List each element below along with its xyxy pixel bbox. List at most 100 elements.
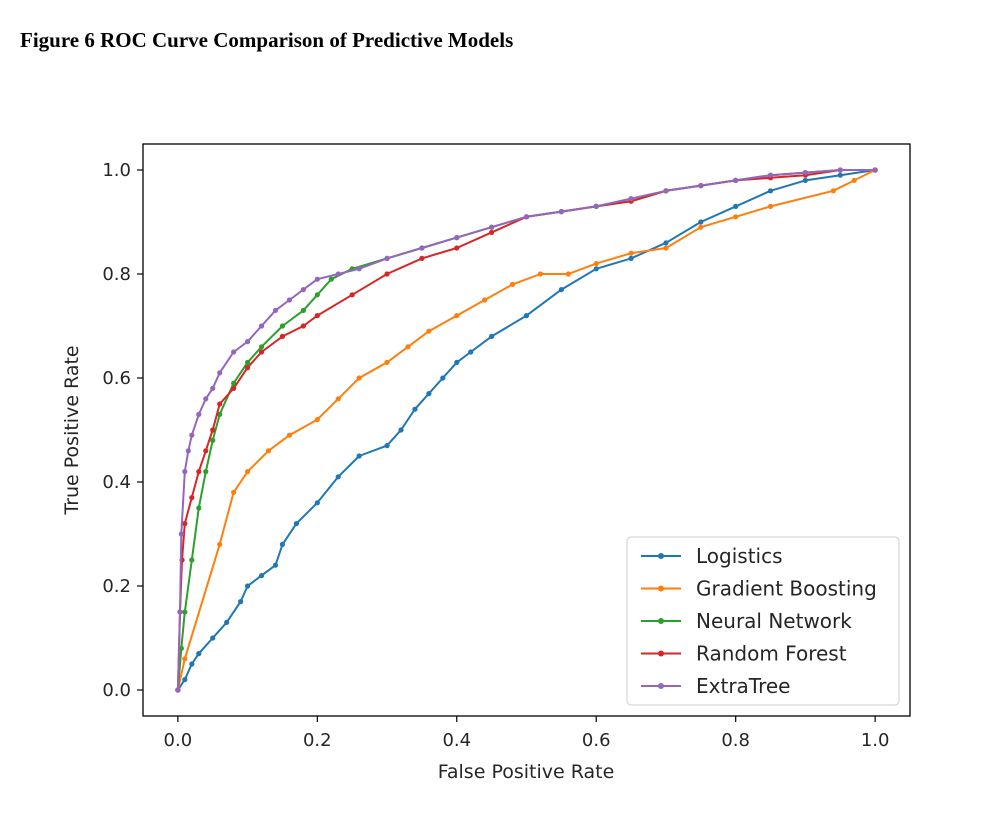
- data-point-logistics: [335, 474, 341, 480]
- data-point-extratree: [210, 385, 216, 391]
- data-point-logistics: [224, 619, 230, 626]
- data-point-gradient-boosting: [265, 448, 272, 454]
- data-point-logistics: [314, 500, 320, 506]
- data-point-logistics: [468, 349, 474, 355]
- data-point-extratree: [178, 531, 184, 537]
- data-point-logistics: [454, 359, 460, 365]
- data-point-gradient-boosting: [454, 313, 460, 319]
- data-point-logistics: [210, 635, 216, 641]
- legend-item-random-forest: Random Forest: [641, 642, 847, 666]
- legend-swatch-marker: [658, 650, 664, 657]
- y-axis-label: True Positive Rate: [61, 345, 83, 515]
- data-point-extratree: [767, 172, 774, 178]
- legend-label: Random Forest: [696, 642, 847, 666]
- data-point-extratree: [558, 209, 564, 215]
- data-point-logistics: [663, 240, 669, 246]
- data-point-neural-network: [279, 323, 286, 329]
- data-point-logistics: [412, 406, 418, 412]
- data-point-extratree: [286, 297, 293, 303]
- data-point-logistics: [593, 266, 599, 272]
- data-point-extratree: [837, 167, 843, 173]
- data-point-logistics: [426, 391, 432, 397]
- data-point-extratree: [384, 255, 390, 261]
- y-axis-ticks: 0.0 0.2 0.4 0.6 0.8 1.0: [102, 160, 143, 701]
- data-point-logistics: [733, 203, 739, 209]
- data-point-extratree: [523, 214, 530, 220]
- data-point-random-forest: [217, 401, 223, 407]
- data-point-neural-network: [314, 292, 320, 298]
- x-tick-label: 0.6: [582, 730, 611, 751]
- data-point-extratree: [454, 235, 460, 241]
- data-point-logistics: [244, 583, 251, 589]
- data-point-gradient-boosting: [593, 261, 599, 267]
- data-point-extratree: [203, 396, 209, 402]
- data-point-logistics: [182, 677, 188, 683]
- data-point-extratree: [802, 170, 809, 176]
- legend-label: Neural Network: [696, 609, 852, 633]
- data-point-gradient-boosting: [509, 281, 516, 287]
- data-point-extratree: [189, 432, 195, 438]
- legend-label: ExtraTree: [696, 674, 790, 698]
- data-point-logistics: [196, 651, 202, 657]
- legend-item-gradient-boosting: Gradient Boosting: [641, 577, 877, 601]
- data-point-neural-network: [203, 469, 209, 475]
- data-point-extratree: [177, 609, 183, 615]
- data-point-random-forest: [231, 385, 237, 391]
- series-extratree: [175, 167, 878, 693]
- legend-box: [626, 536, 900, 706]
- data-point-random-forest: [258, 349, 265, 355]
- legend-items: Logistics Gradient Boosting Neural Network…: [641, 544, 877, 698]
- data-point-neural-network: [300, 307, 306, 313]
- data-point-extratree: [698, 183, 704, 189]
- legend: Logistics Gradient Boosting Neural Network…: [626, 536, 900, 706]
- x-axis-label: False Positive Rate: [438, 761, 615, 783]
- x-tick-label: 0.8: [721, 730, 750, 751]
- data-point-gradient-boosting: [482, 297, 488, 303]
- data-point-neural-network: [231, 380, 237, 386]
- legend-item-neural-network: Neural Network: [641, 609, 852, 633]
- data-point-neural-network: [258, 344, 265, 350]
- data-point-neural-network: [189, 557, 195, 563]
- data-point-gradient-boosting: [384, 359, 390, 365]
- legend-swatch-marker: [658, 683, 664, 689]
- y-tick-label: 0.6: [102, 368, 131, 389]
- data-point-random-forest: [349, 292, 355, 298]
- data-point-neural-network: [182, 609, 188, 615]
- data-point-logistics: [272, 562, 279, 568]
- data-point-logistics: [489, 333, 495, 339]
- data-point-logistics: [258, 573, 265, 579]
- data-point-logistics: [356, 453, 362, 459]
- data-point-extratree: [628, 196, 634, 202]
- data-point-gradient-boosting: [217, 541, 223, 548]
- legend-label: Gradient Boosting: [696, 577, 877, 601]
- plot-lines: [175, 167, 878, 693]
- data-point-logistics: [767, 188, 774, 194]
- legend-item-logistics: Logistics: [641, 544, 783, 568]
- series-line-logistics: [177, 169, 876, 691]
- data-point-extratree: [244, 339, 251, 345]
- data-point-extratree: [872, 167, 878, 173]
- data-point-extratree: [335, 271, 341, 277]
- y-tick-label: 1.0: [102, 160, 131, 181]
- data-point-gradient-boosting: [565, 271, 571, 277]
- data-point-extratree: [272, 307, 279, 313]
- data-point-random-forest: [300, 323, 306, 329]
- x-tick-label: 0.2: [303, 730, 332, 751]
- legend-swatch-marker: [658, 585, 664, 592]
- data-point-gradient-boosting: [231, 489, 237, 495]
- data-point-logistics: [837, 172, 843, 178]
- data-point-random-forest: [279, 333, 286, 339]
- data-point-gradient-boosting: [698, 224, 704, 230]
- data-point-extratree: [663, 188, 669, 194]
- data-point-extratree: [231, 349, 237, 355]
- data-point-gradient-boosting: [663, 245, 669, 251]
- data-point-logistics: [279, 541, 286, 548]
- data-point-logistics: [398, 427, 404, 433]
- data-point-extratree: [258, 323, 265, 329]
- data-point-extratree: [593, 203, 599, 209]
- legend-swatch-marker: [658, 618, 664, 624]
- data-point-gradient-boosting: [182, 656, 188, 662]
- y-tick-label: 0.8: [102, 264, 131, 285]
- data-point-gradient-boosting: [628, 250, 634, 256]
